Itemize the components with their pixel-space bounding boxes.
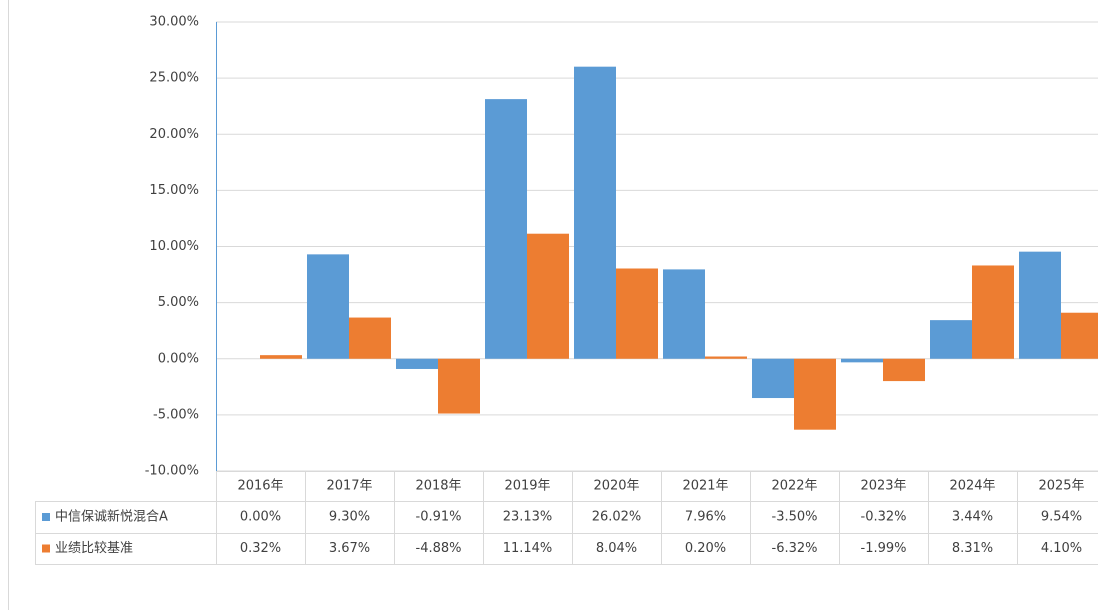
table-value: -0.91% [416,510,462,525]
y-tick-label: 0.00% [158,351,199,366]
legend-label: 中信保诚新悦混合A [55,509,168,525]
y-tick-label: 25.00% [149,71,199,86]
bar [527,233,569,359]
x-tick-label: 2020年 [593,479,639,494]
table-value: 23.13% [503,510,553,525]
y-tick-label: -5.00% [153,407,199,422]
table-value: -6.32% [772,541,818,556]
bar [260,355,302,359]
legend-swatch [42,513,50,521]
table-value: 3.44% [952,510,993,525]
table-value: 0.32% [240,541,281,556]
y-tick-label: 15.00% [149,183,199,198]
y-tick-label: 5.00% [158,295,199,310]
legend-swatch [42,544,50,553]
y-tick-label: 10.00% [149,239,199,254]
table-value: -4.88% [416,541,462,556]
bar [574,66,616,359]
table-value: 9.30% [329,510,370,525]
x-tick-label: 2016年 [237,479,283,494]
table-value: -0.32% [861,510,907,525]
x-tick-label: 2023年 [860,479,906,494]
bar [349,317,391,359]
x-tick-label: 2017年 [326,479,372,494]
bar [930,320,972,359]
table-value: 0.00% [240,510,281,525]
bar [883,358,925,382]
table-value: 4.10% [1041,541,1082,556]
table-value: 9.54% [1041,510,1082,525]
table-value: 8.31% [952,541,993,556]
bar [307,254,349,359]
x-tick-label: 2022年 [771,479,817,494]
bar [752,358,794,399]
legend-label: 业绩比较基准 [55,541,133,556]
table-value: -1.99% [861,541,907,556]
x-tick-label: 2018年 [415,479,461,494]
table-value: 8.04% [596,541,637,556]
bar [616,268,658,359]
bar [1019,251,1061,359]
bar [485,99,527,359]
x-tick-label: 2025年 [1038,479,1084,494]
x-tick-label: 2019年 [504,479,550,494]
y-tick-label: -10.00% [145,464,199,479]
bar [972,265,1014,359]
table-value: 7.96% [685,510,726,525]
x-tick-label: 2021年 [682,479,728,494]
bar [663,269,705,359]
bar [396,358,438,369]
y-tick-label: 30.00% [149,15,199,30]
bar [841,358,883,363]
table-value: 3.67% [329,541,370,556]
table-value: -3.50% [772,510,818,525]
y-tick-label: 20.00% [149,127,199,142]
table-value: 0.20% [685,541,726,556]
x-tick-label: 2024年 [949,479,995,494]
table-value: 11.14% [503,541,553,556]
bar [1061,312,1098,359]
table-value: 26.02% [592,510,642,525]
bar [794,358,836,430]
bar [705,356,747,359]
bar [438,358,480,414]
